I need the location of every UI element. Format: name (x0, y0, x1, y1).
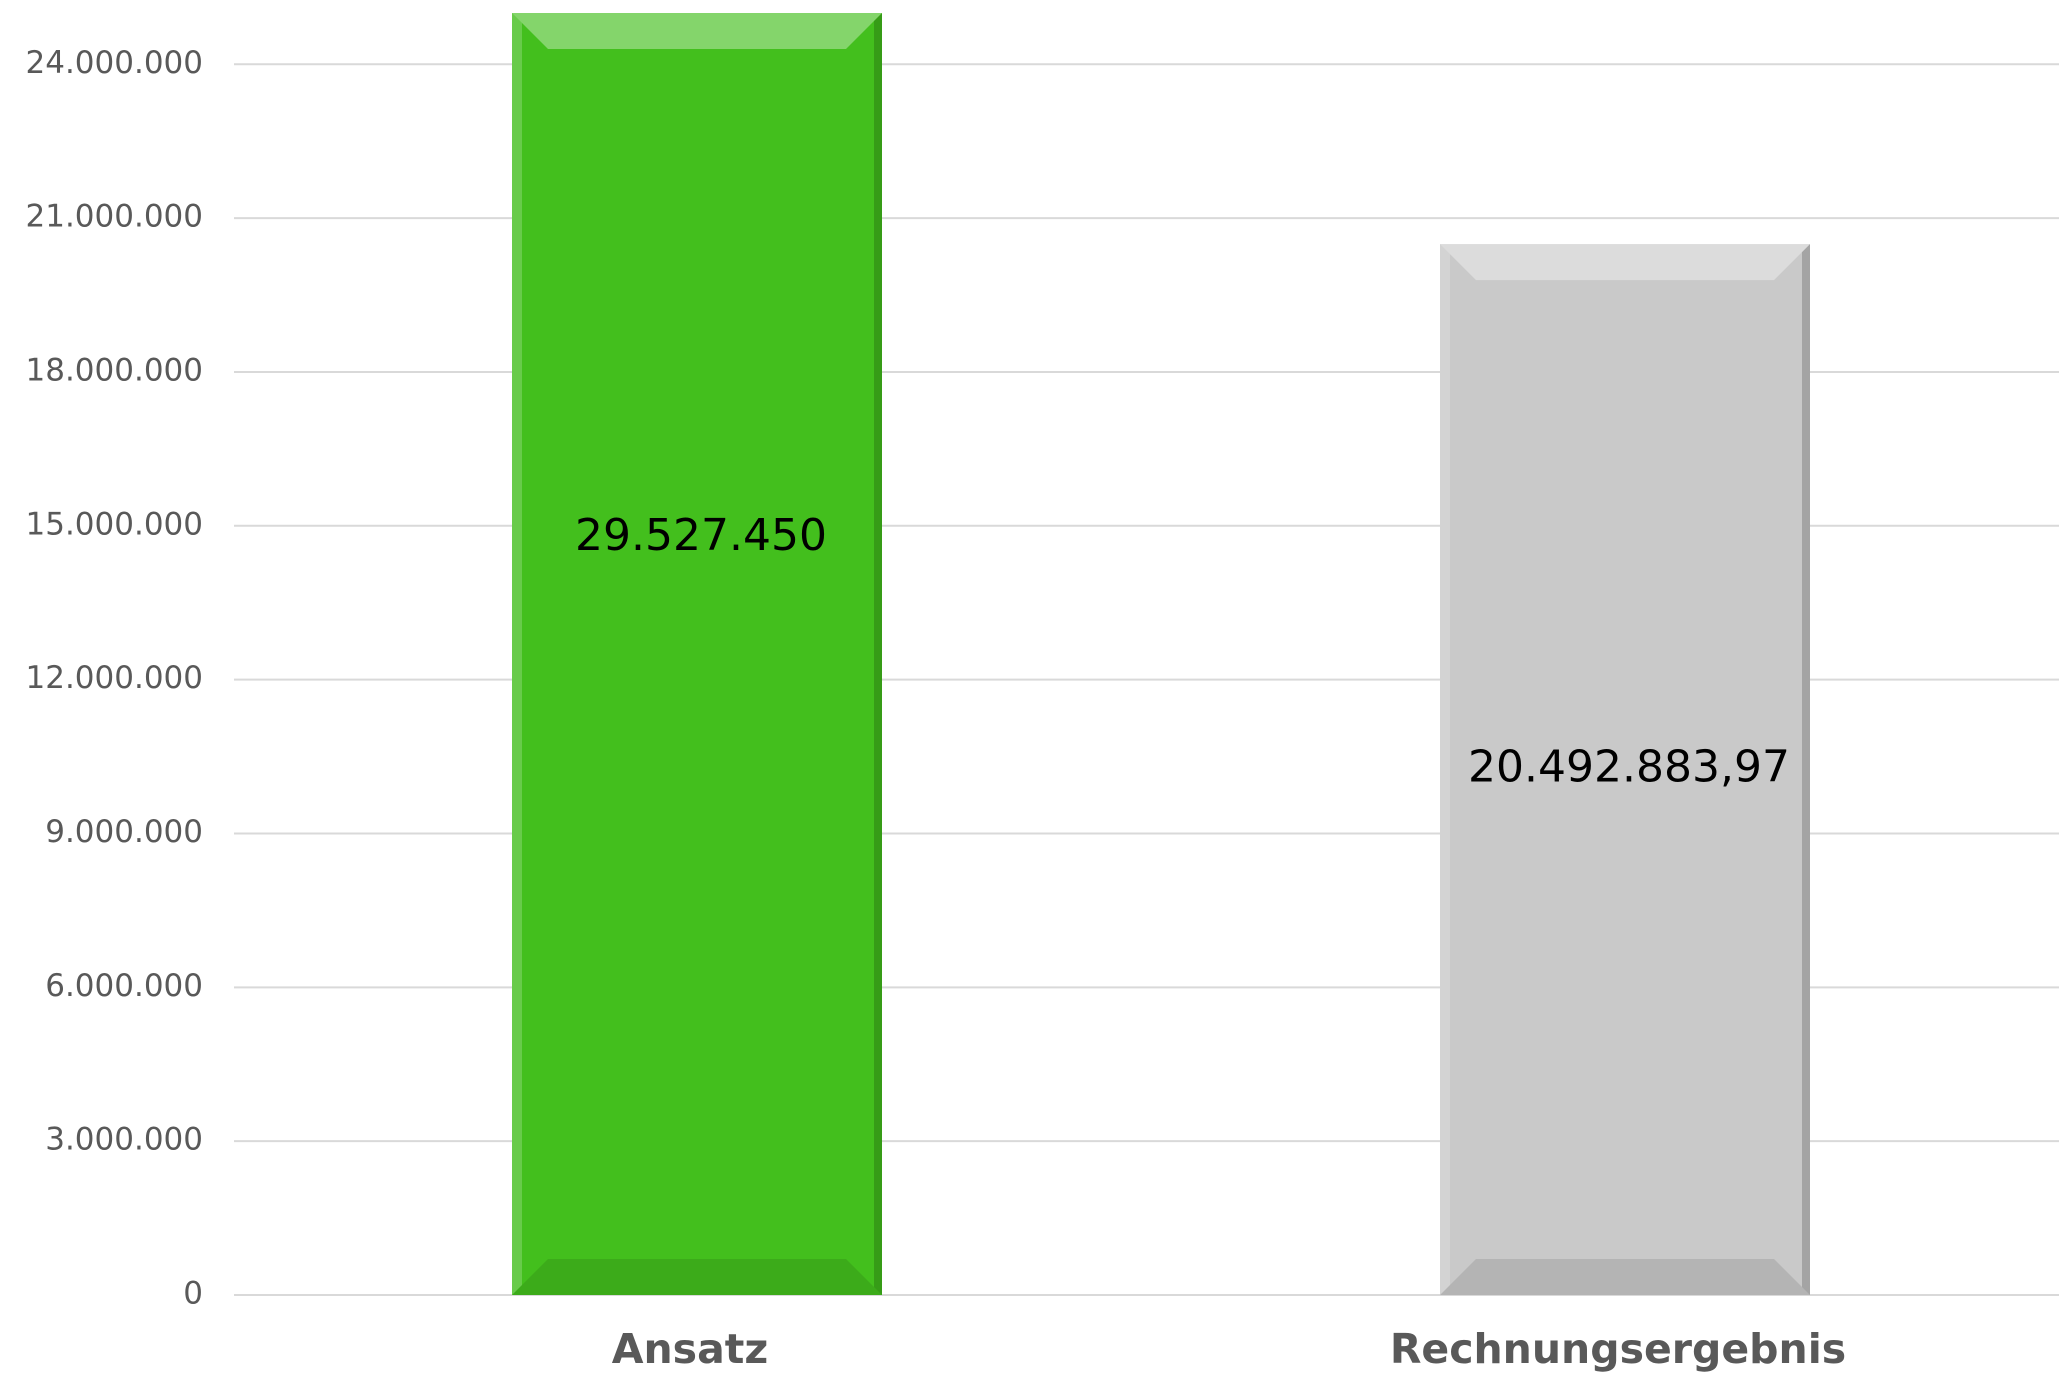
bar-bevel (1802, 244, 1810, 1296)
bar-bevel (512, 1259, 882, 1295)
bar (1440, 244, 1810, 1296)
bar (512, 13, 882, 1295)
y-tick-label: 15.000.000 (26, 506, 204, 542)
y-tick-label: 12.000.000 (26, 660, 204, 696)
bar-bevel (874, 13, 882, 1295)
y-tick-label: 18.000.000 (26, 352, 204, 388)
y-tick-label: 3.000.000 (45, 1122, 203, 1158)
y-tick-label: 6.000.000 (45, 968, 203, 1004)
y-tick-label: 21.000.000 (26, 199, 204, 235)
bars (512, 13, 1810, 1296)
bar-bevel (512, 13, 522, 1295)
x-tick-label: Ansatz (612, 1325, 768, 1373)
bar-bevel (1440, 1259, 1810, 1295)
x-tick-label: Rechnungsergebnis (1390, 1325, 1846, 1373)
y-tick-label: 24.000.000 (26, 45, 204, 81)
y-tick-label: 9.000.000 (45, 814, 203, 850)
value-label: 20.492.883,97 (1468, 742, 1790, 793)
labels: 0 3.000.000 6.000.000 9.000.000 12.000.000 15… (26, 45, 1847, 1373)
y-tick-label: 0 (183, 1276, 203, 1312)
bar-bevel (1440, 244, 1450, 1296)
bar-bevel (512, 13, 882, 49)
value-label: 29.527.450 (575, 510, 827, 561)
bar-bevel (1440, 244, 1810, 281)
